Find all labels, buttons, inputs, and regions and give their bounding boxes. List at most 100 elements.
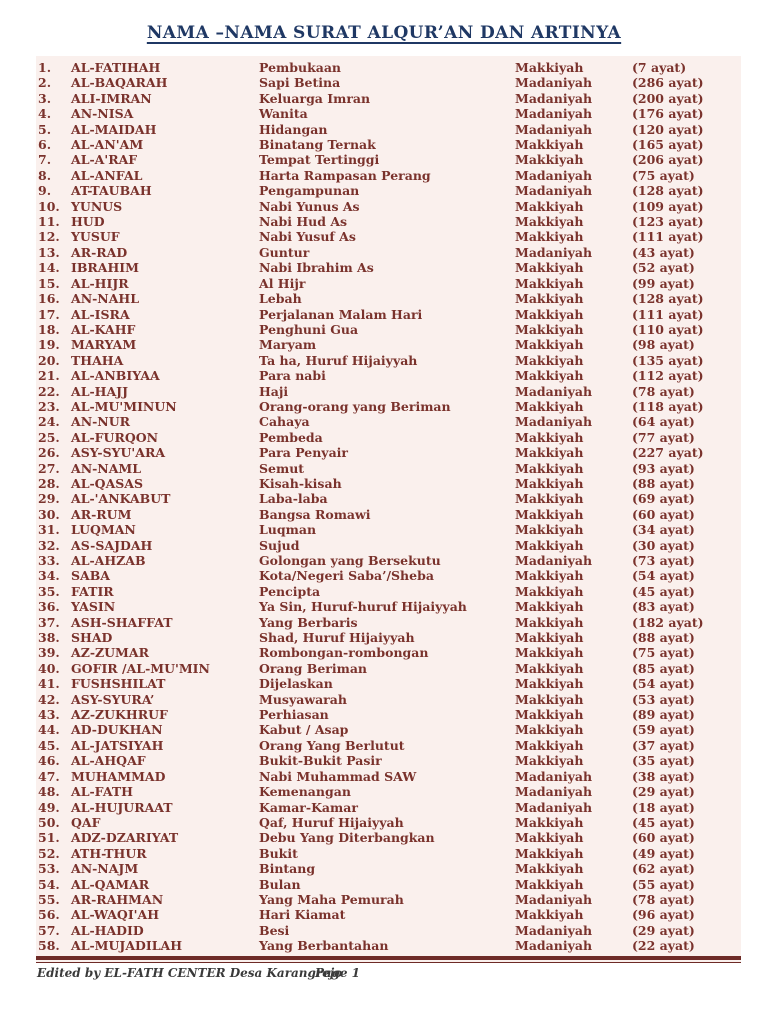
surah-type: Makkiyah — [515, 583, 584, 599]
surah-row: 26. ASY-SYU'ARA Para Penyair Makkiyah (227 a… — [36, 445, 741, 460]
surah-number: 42. — [38, 691, 60, 707]
surah-row: 8. AL-ANFAL Harta Rampasan Perang Madaniyah… — [36, 168, 741, 183]
surah-ayat-count: (59 ayat) — [632, 722, 695, 738]
surah-ayat-count: (54 ayat) — [632, 568, 695, 584]
surah-name: ASY-SYU'ARA — [71, 445, 166, 461]
surah-number: 27. — [38, 460, 60, 476]
surah-row: 47. MUHAMMAD Nabi Muhammad SAW Madaniyah (38… — [36, 769, 741, 784]
surah-name: AL-HUJURAAT — [71, 799, 173, 815]
surah-type: Makkiyah — [515, 568, 584, 584]
surah-name: IBRAHIM — [71, 260, 139, 276]
surah-ayat-count: (78 ayat) — [632, 383, 695, 399]
surah-ayat-count: (109 ayat) — [632, 198, 704, 214]
surah-meaning: Yang Berbaris — [259, 614, 358, 630]
surah-meaning: Keluarga Imran — [259, 90, 371, 106]
surah-meaning: Hidangan — [259, 121, 328, 137]
surah-name: AL-MAIDAH — [71, 121, 157, 137]
surah-meaning: Pencipta — [259, 583, 321, 599]
surah-row: 16. AN-NAHL Lebah Makkiyah (128 ayat) — [36, 291, 741, 306]
surah-name: AL-AN'AM — [71, 137, 144, 153]
surah-number: 15. — [38, 275, 60, 291]
surah-number: 40. — [38, 660, 60, 676]
surah-type: Madaniyah — [515, 383, 593, 399]
surah-ayat-count: (62 ayat) — [632, 861, 695, 877]
surah-type: Makkiyah — [515, 352, 584, 368]
surah-name: THAHA — [71, 352, 124, 368]
footer-page-number: Page 1 — [315, 966, 361, 980]
surah-meaning: Kota/Negeri Saba’/Sheba — [259, 568, 434, 584]
surah-meaning: Yang Berbantahan — [259, 938, 389, 954]
surah-name: AD-DUKHAN — [71, 722, 163, 738]
surah-ayat-count: (176 ayat) — [632, 106, 704, 122]
surah-meaning: Nabi Muhammad SAW — [259, 768, 417, 784]
surah-row: 6. AL-AN'AM Binatang Ternak Makkiyah (165 ay… — [36, 137, 741, 152]
surah-row: 5. AL-MAIDAH Hidangan Madaniyah (120 ayat) — [36, 122, 741, 137]
surah-type: Madaniyah — [515, 106, 593, 122]
surah-row: 7. AL-A'RAF Tempat Tertinggi Makkiyah (206 a… — [36, 152, 741, 167]
surah-row: 41. FUSHSHILAT Dijelaskan Makkiyah (54 ayat) — [36, 676, 741, 691]
surah-row: 14. IBRAHIM Nabi Ibrahim As Makkiyah (52 aya… — [36, 260, 741, 275]
surah-meaning: Ya Sin, Huruf-huruf Hijaiyyah — [259, 599, 467, 615]
surah-row: 15. AL-HIJR Al Hijr Makkiyah (99 ayat) — [36, 276, 741, 291]
surah-number: 20. — [38, 352, 60, 368]
surah-number: 43. — [38, 707, 60, 723]
surah-number: 28. — [38, 475, 60, 491]
surah-name: AL-HADID — [71, 922, 144, 938]
surah-number: 54. — [38, 876, 60, 892]
surah-row: 19. MARYAM Maryam Makkiyah (98 ayat) — [36, 337, 741, 352]
surah-ayat-count: (18 ayat) — [632, 799, 695, 815]
surah-number: 30. — [38, 506, 60, 522]
surah-type: Madaniyah — [515, 768, 593, 784]
surah-name: AL-HAJJ — [71, 383, 129, 399]
surah-number: 3. — [38, 90, 52, 106]
surah-type: Makkiyah — [515, 321, 584, 337]
surah-name: MARYAM — [71, 337, 137, 353]
surah-type: Makkiyah — [515, 660, 584, 676]
surah-number: 12. — [38, 229, 60, 245]
surah-row: 1. AL-FATIHAH Pembukaan Makkiyah (7 ayat) — [36, 60, 741, 75]
surah-ayat-count: (112 ayat) — [632, 368, 704, 384]
surah-meaning: Rombongan-rombongan — [259, 645, 429, 661]
surah-name: MUHAMMAD — [71, 768, 166, 784]
surah-number: 58. — [38, 938, 60, 954]
surah-ayat-count: (43 ayat) — [632, 244, 695, 260]
surah-row: 11. HUD Nabi Hud As Makkiyah (123 ayat) — [36, 214, 741, 229]
surah-number: 19. — [38, 337, 60, 353]
surah-ayat-count: (96 ayat) — [632, 907, 695, 923]
surah-number: 55. — [38, 891, 60, 907]
surah-name: AL-A'RAF — [71, 152, 138, 168]
footer-edited-by: Edited by EL-FATH CENTER Desa Karangrejo — [37, 966, 343, 980]
surah-meaning: Golongan yang Bersekutu — [259, 553, 441, 568]
surah-type: Makkiyah — [515, 722, 584, 738]
surah-number: 44. — [38, 722, 60, 738]
surah-number: 6. — [38, 137, 52, 153]
surah-ayat-count: (69 ayat) — [632, 491, 695, 507]
surah-name: AL-ANFAL — [71, 167, 143, 183]
surah-name: AL-ANBIYAA — [71, 368, 160, 384]
surah-meaning: Besi — [259, 922, 290, 938]
surah-row: 42. ASY-SYURA’ Musyawarah Makkiyah (53 ayat) — [36, 692, 741, 707]
surah-meaning: Luqman — [259, 522, 317, 538]
surah-meaning: Bukit — [259, 845, 298, 861]
surah-number: 38. — [38, 630, 60, 646]
surah-type: Madaniyah — [515, 938, 593, 954]
surah-type: Madaniyah — [515, 121, 593, 137]
surah-number: 49. — [38, 799, 60, 815]
surah-ayat-count: (75 ayat) — [632, 167, 695, 183]
surah-ayat-count: (111 ayat) — [632, 229, 704, 245]
surah-number: 24. — [38, 414, 60, 430]
surah-meaning: Yang Maha Pemurah — [259, 891, 404, 907]
surah-meaning: Orang Yang Berlutut — [259, 737, 405, 753]
surah-meaning: Para nabi — [259, 368, 326, 384]
surah-ayat-count: (89 ayat) — [632, 707, 695, 723]
surah-type: Madaniyah — [515, 167, 593, 183]
surah-name: LUQMAN — [71, 522, 136, 538]
surah-meaning: Pengampunan — [259, 183, 360, 199]
surah-number: 13. — [38, 244, 60, 260]
surah-ayat-count: (49 ayat) — [632, 845, 695, 861]
surah-number: 8. — [38, 167, 52, 183]
surah-type: Madaniyah — [515, 922, 593, 938]
surah-name: HUD — [71, 214, 105, 230]
surah-type: Madaniyah — [515, 90, 593, 106]
